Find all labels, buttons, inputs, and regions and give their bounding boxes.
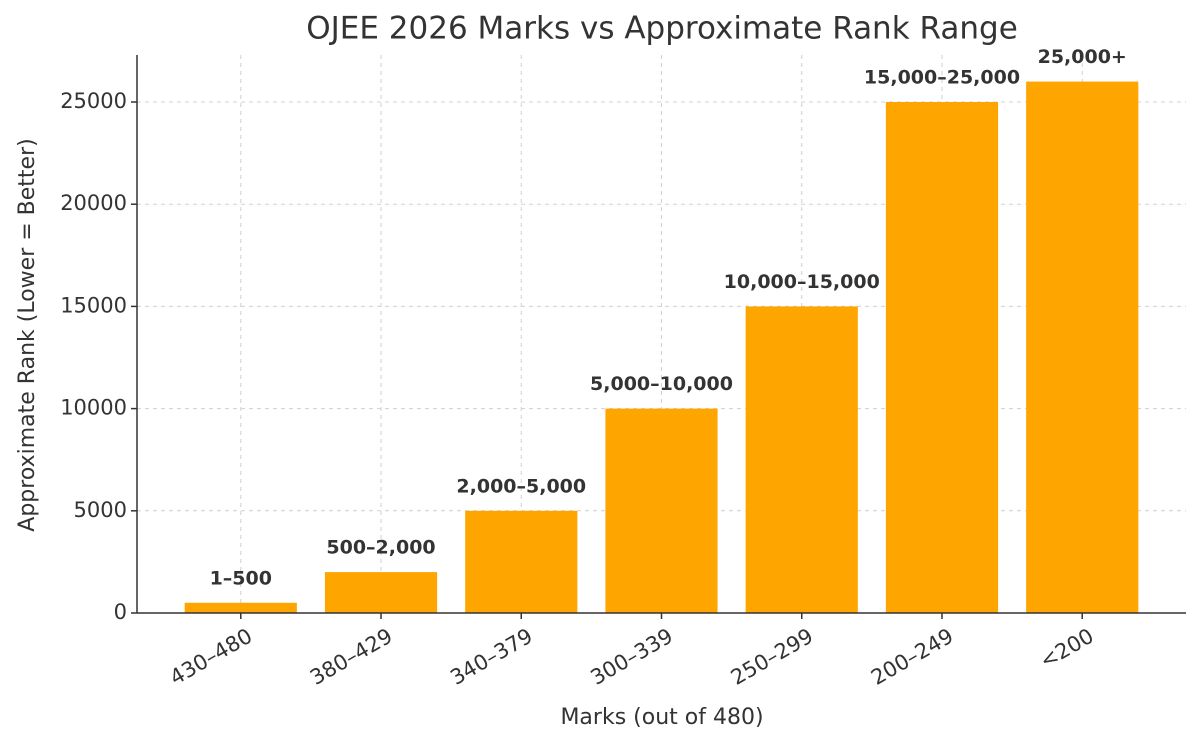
x-tick-label: <200 <box>1036 624 1098 674</box>
x-tick-label: 430–480 <box>166 624 257 690</box>
y-tick-label: 0 <box>114 600 127 624</box>
value-label: 10,000–15,000 <box>724 271 880 293</box>
value-label: 25,000+ <box>1038 46 1127 68</box>
x-axis-label: Marks (out of 480) <box>560 705 763 730</box>
bar <box>745 306 858 613</box>
value-label: 5,000–10,000 <box>590 373 733 395</box>
x-tick-label: 200–249 <box>867 624 958 690</box>
value-label: 2,000–5,000 <box>456 475 586 497</box>
value-label: 15,000–25,000 <box>864 67 1020 89</box>
y-tick-label: 20000 <box>60 191 127 215</box>
y-axis-label: Approximate Rank (Lower = Better) <box>15 138 40 531</box>
value-label: 500–2,000 <box>326 537 435 559</box>
y-tick-label: 10000 <box>60 396 127 420</box>
bar <box>465 510 578 613</box>
bar <box>1026 81 1139 614</box>
x-tick-label: 380–429 <box>306 624 397 690</box>
bar <box>184 602 297 613</box>
x-tick-label: 250–299 <box>727 624 818 690</box>
bar <box>885 102 999 613</box>
y-tick-label: 5000 <box>74 498 127 522</box>
y-tick-label: 25000 <box>60 89 127 113</box>
bar <box>324 572 438 613</box>
value-label: 1–500 <box>210 567 272 589</box>
x-tick-label: 340–379 <box>446 624 537 690</box>
x-tick-label: 300–339 <box>586 624 677 690</box>
chart-title: OJEE 2026 Marks vs Approximate Rank Rang… <box>306 11 1018 47</box>
bar <box>605 408 718 613</box>
y-tick-label: 15000 <box>60 293 127 317</box>
